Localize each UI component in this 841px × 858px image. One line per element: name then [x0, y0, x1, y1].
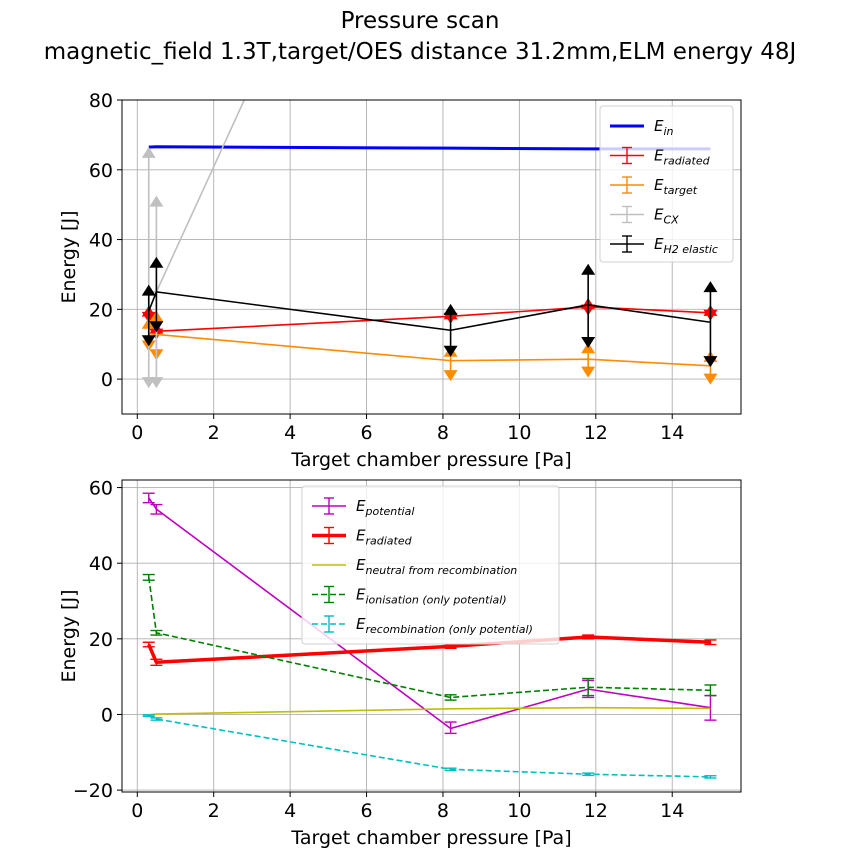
top-legend-entry-cx: ECX [610, 206, 679, 227]
top-chart-panel: 0 2 4 6 8 10 12 14 0 20 40 60 80 Target chamber pres… [58, 90, 742, 471]
top-legend-entry-in: Ein [610, 117, 674, 138]
top-series-cx-upper-marker [149, 195, 164, 207]
bot-x-tick-label: 0 [131, 800, 143, 822]
top-series-h2-elastic-lower-marker [703, 356, 718, 368]
bottom-chart-frame [121, 479, 742, 793]
top-y-tick-label: 80 [89, 90, 113, 112]
top-series-target-lower-marker [581, 366, 596, 378]
top-x-tick-label: 10 [507, 422, 531, 444]
top-series-h2-elastic-lower-marker [149, 321, 164, 333]
top-x-tick-label: 12 [584, 422, 608, 444]
top-y-tick-label: 0 [101, 369, 113, 391]
top-series-h2-elastic-upper-marker [443, 303, 458, 315]
top-legend-entry-target-label: Etarget [654, 176, 698, 197]
top-series-target-lower-marker [443, 370, 458, 382]
bottom-series-radiated [142, 634, 717, 667]
top-y-tick-label: 20 [89, 299, 113, 321]
bottom-chart-legend: Epotential Eradiated Eneutral from recombi… [301, 485, 560, 645]
figure-title-line1: Pressure scan [341, 8, 500, 34]
bottom-series-ionisation-only-potential [142, 573, 717, 701]
top-chart-x-axis-label: Target chamber pressure [Pa] [290, 449, 571, 471]
bot-legend-entry-recombination-only-potential-label: Erecombination (only potential) [356, 615, 533, 636]
bot-x-tick-label: 8 [437, 800, 449, 822]
bottom-series-ionisation-only-potential-line [147, 577, 711, 699]
top-legend-entry-radiated-label: Eradiated [654, 147, 711, 168]
top-series-h2-elastic-lower-marker [141, 335, 156, 347]
bot-legend-entry-neutral-from-recombination: Eneutral from recombination [312, 556, 517, 577]
bot-y-tick-label: 0 [101, 704, 113, 726]
top-series-target-lower-marker [703, 373, 718, 385]
figure-title-line2: magnetic_field 1.3T,target/OES distance … [44, 39, 797, 65]
bottom-chart-ticks: 0 2 4 6 8 10 12 14 −20 0 20 40 60 [73, 478, 684, 822]
top-chart-ticks: 0 2 4 6 8 10 12 14 0 20 40 60 80 [89, 90, 685, 444]
top-series-cx-upper-marker [141, 146, 156, 158]
bot-legend-entry-ionisation-only-potential-label: Eionisation (only potential) [356, 586, 507, 607]
bot-legend-entry-potential-label: Epotential [356, 497, 414, 518]
bot-x-tick-label: 2 [208, 800, 220, 822]
top-chart-y-axis-label: Energy [J] [58, 211, 80, 304]
top-series-h2-elastic-upper-marker [703, 281, 718, 293]
top-legend-entry-cx-label: ECX [654, 206, 679, 227]
bot-x-tick-label: 14 [660, 800, 684, 822]
top-series-h2-elastic-lower-marker [581, 336, 596, 348]
bottom-chart-panel: 0 2 4 6 8 10 12 14 −20 0 20 40 60 Target chamber pre… [58, 478, 742, 849]
bot-legend-entry-potential: Epotential [312, 497, 414, 518]
bottom-chart-series [142, 492, 717, 779]
top-legend-box [599, 105, 734, 263]
top-x-tick-label: 0 [131, 422, 143, 444]
bottom-series-recombination-only-potential [142, 714, 717, 779]
bot-y-tick-label: 20 [89, 629, 113, 651]
top-series-h2-elastic [141, 256, 718, 368]
top-chart-frame [121, 99, 742, 415]
bot-y-tick-label: 40 [89, 553, 113, 575]
top-legend-entry-in-label: Ein [654, 117, 674, 138]
top-y-tick-label: 40 [89, 230, 113, 252]
bot-legend-entry-recombination-only-potential: Erecombination (only potential) [312, 615, 533, 636]
bot-x-tick-label: 10 [507, 800, 531, 822]
top-legend-entry-h2-elastic: EH2 elastic [610, 235, 718, 256]
top-series-h2-elastic-upper-marker [149, 256, 164, 268]
bot-legend-box [301, 485, 560, 645]
top-x-tick-label: 2 [208, 422, 220, 444]
bot-y-tick-label: −20 [73, 780, 113, 802]
top-x-tick-label: 6 [360, 422, 372, 444]
bot-legend-entry-radiated-label: Eradiated [356, 527, 413, 548]
top-x-tick-label: 14 [660, 422, 684, 444]
bot-legend-entry-radiated: Eradiated [312, 527, 413, 548]
top-series-cx-lower-marker [149, 377, 164, 389]
top-y-tick-label: 60 [89, 160, 113, 182]
bot-x-tick-label: 12 [584, 800, 608, 822]
top-x-tick-label: 4 [284, 422, 296, 444]
bot-x-tick-label: 4 [284, 800, 296, 822]
top-series-h2-elastic-upper-marker [141, 284, 156, 296]
bot-legend-entry-neutral-from-recombination-label: Eneutral from recombination [356, 556, 517, 577]
bottom-chart-x-axis-label: Target chamber pressure [Pa] [290, 827, 571, 849]
bot-y-tick-label: 60 [89, 478, 113, 500]
top-chart-series [141, 100, 718, 389]
top-series-h2-elastic-lower-marker [443, 345, 458, 357]
top-legend-entry-h2-elastic-label: EH2 elastic [654, 235, 718, 256]
top-x-tick-label: 8 [437, 422, 449, 444]
bot-x-tick-label: 6 [360, 800, 372, 822]
bottom-chart-y-axis-label: Energy [J] [58, 590, 80, 683]
top-series-h2-elastic-upper-marker [581, 263, 596, 275]
top-chart-legend: Ein Eradiated Etarget ECX EH2 elastic [599, 105, 734, 263]
bot-legend-entry-ionisation-only-potential: Eionisation (only potential) [312, 586, 507, 607]
top-legend-entry-target: Etarget [610, 176, 698, 197]
top-legend-entry-radiated: Eradiated [610, 147, 711, 168]
